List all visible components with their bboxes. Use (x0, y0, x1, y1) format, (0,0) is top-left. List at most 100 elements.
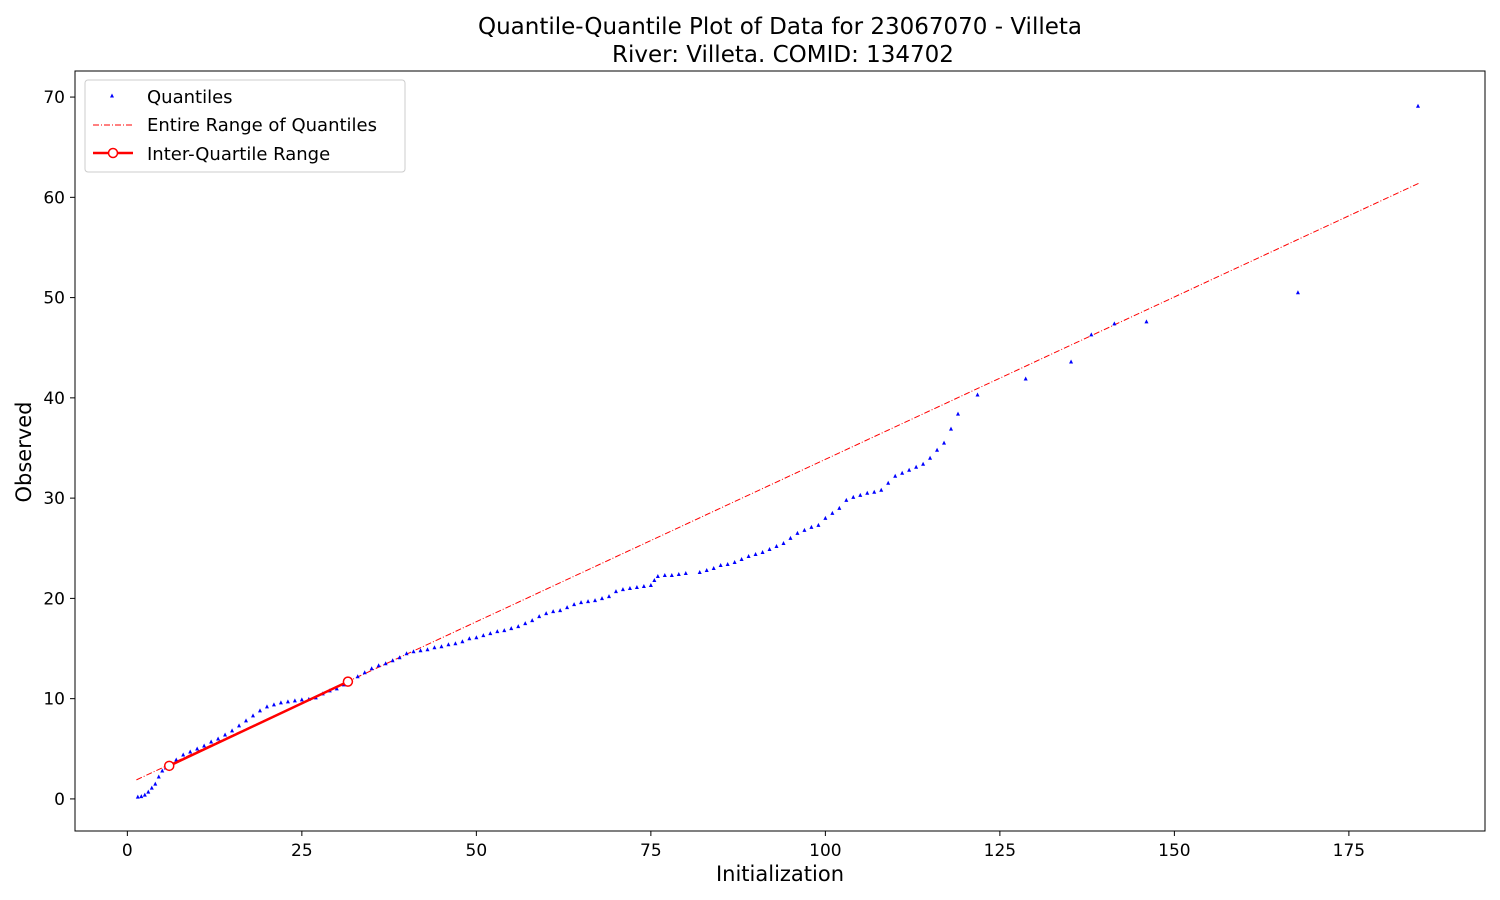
quantile-point (334, 686, 339, 691)
quantile-point (390, 658, 395, 663)
quantile-point (250, 713, 255, 718)
quantile-point (851, 494, 856, 499)
quantile-point (837, 505, 842, 510)
legend-quantiles-marker (110, 93, 114, 98)
legend-box (84, 79, 406, 173)
quantile-point (376, 663, 381, 668)
quantile-point (1023, 376, 1028, 381)
quantile-point (942, 440, 947, 445)
quantile-point (865, 490, 870, 495)
quantile-point (509, 626, 514, 631)
quantile-point (285, 699, 290, 704)
quantile-point (802, 527, 807, 532)
quantile-point (1089, 332, 1094, 337)
quantile-point (606, 594, 611, 599)
quantile-point (156, 774, 161, 779)
quantile-point (149, 785, 154, 790)
quantile-point (732, 559, 737, 564)
quantile-point (858, 492, 863, 497)
quantile-point (613, 589, 618, 594)
quantile-point (844, 497, 849, 502)
quantile-point (278, 700, 283, 705)
legend-iqr-label: Inter-Quartile Range (147, 144, 330, 165)
quantile-point (537, 614, 542, 619)
quantile-point (725, 561, 730, 566)
quantile-point (641, 584, 646, 589)
quantile-point (223, 732, 228, 737)
quantile-point (257, 708, 262, 713)
quantile-point (652, 578, 657, 583)
quantile-point (893, 473, 898, 478)
quantile-point (516, 624, 521, 629)
legend-entire-range-label: Entire Range of Quantiles (147, 115, 377, 136)
y-tick-label: 70 (43, 88, 65, 108)
quantile-point (1144, 319, 1149, 324)
quantile-point (704, 568, 709, 573)
quantile-point (160, 768, 165, 773)
quantile-point (767, 546, 772, 551)
quantile-point (683, 571, 688, 576)
iqr-line (168, 680, 349, 767)
quantile-point (474, 635, 479, 640)
quantile-point (446, 642, 451, 647)
quantile-point (907, 467, 912, 472)
quantile-point (760, 549, 765, 554)
quantile-point (271, 702, 276, 707)
quantile-point (209, 739, 214, 744)
chart-title: Quantile-Quantile Plot of Data for 23067… (478, 14, 1082, 40)
legend: Quantiles Entire Range of Quantiles Inte… (84, 79, 406, 173)
quantile-point (975, 392, 980, 397)
quantile-point (502, 628, 507, 633)
quantile-point (530, 618, 535, 623)
inter-quartile-series (163, 676, 354, 772)
quantile-point (292, 698, 297, 703)
quantile-point (146, 789, 151, 794)
quantile-point (879, 487, 884, 492)
x-tick-label: 25 (291, 841, 313, 861)
quantile-point (676, 572, 681, 577)
quantile-point (383, 661, 388, 666)
quantile-point (202, 743, 207, 748)
legend-quantiles-label: Quantiles (147, 87, 233, 108)
y-tick-label: 60 (43, 188, 65, 208)
legend-iqr-marker (107, 147, 119, 159)
quantile-point (488, 631, 493, 636)
quantile-point (928, 455, 933, 460)
quantile-point (634, 585, 639, 590)
quantile-point (432, 645, 437, 650)
quantile-point (669, 573, 674, 578)
quantile-point (558, 608, 563, 613)
quantile-point (886, 480, 891, 485)
quantile-point (593, 598, 598, 603)
quantile-point (174, 757, 179, 762)
iqr-endpoint-marker (342, 676, 354, 687)
quantile-point (600, 596, 605, 601)
quantile-point (935, 447, 940, 452)
y-tick-label: 50 (43, 289, 65, 309)
quantile-point (753, 551, 758, 556)
quantile-point (467, 636, 472, 641)
quantile-point (404, 651, 409, 656)
quantile-point (823, 515, 828, 520)
chart-subtitle: River: Villeta. COMID: 134702 (612, 42, 954, 68)
axis-ticks: 0 25 50 75 100 125 150 175 0 10 20 30 40 50 60 70 (43, 88, 1365, 861)
quantile-point (662, 573, 667, 578)
plot-frame (74, 70, 1486, 832)
quantile-point (774, 543, 779, 548)
x-tick-label: 50 (466, 841, 488, 861)
quantile-point (188, 749, 193, 754)
quantile-point (795, 530, 800, 535)
y-tick-label: 30 (43, 489, 65, 509)
x-tick-label: 125 (984, 841, 1016, 861)
quantile-point (216, 736, 221, 741)
quantile-point (153, 781, 158, 786)
quantile-point (460, 639, 465, 644)
quantile-point (551, 609, 556, 614)
quantile-point (139, 794, 144, 799)
quantile-point (627, 586, 632, 591)
quantile-point (264, 704, 269, 709)
quantile-point (900, 470, 905, 475)
quantile-point (697, 570, 702, 575)
quantile-point (565, 605, 570, 610)
